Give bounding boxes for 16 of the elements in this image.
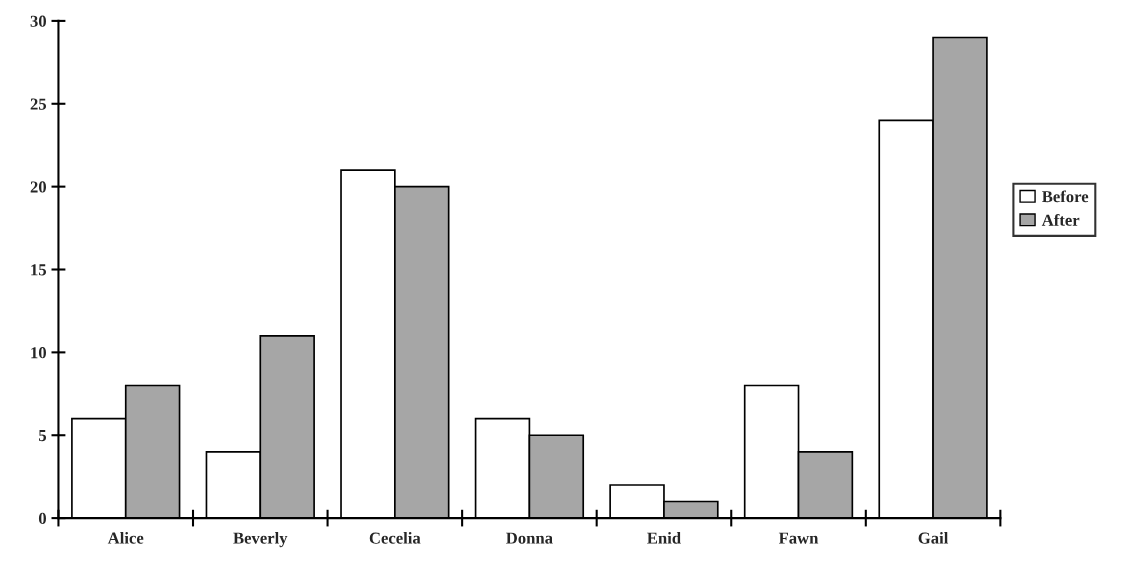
y-tick-label: 20 (30, 181, 47, 193)
x-tick-label: Gail (918, 531, 949, 544)
y-tick-label: 25 (30, 98, 47, 110)
x-tick-label: Alice (107, 531, 144, 544)
x-tick-label: Enid (647, 531, 681, 544)
y-tick-label: 5 (38, 430, 47, 442)
x-tick-label: Cecelia (369, 531, 421, 544)
legend-label: Before (1042, 190, 1089, 203)
x-tick-label: Beverly (233, 531, 288, 548)
y-tick-label: 0 (38, 512, 47, 525)
y-tick-label: 10 (31, 347, 47, 359)
y-tick-label: 30 (30, 15, 47, 27)
x-tick-label: Fawn (778, 532, 819, 544)
legend-label: After (1041, 213, 1080, 226)
y-tick-label: 15 (31, 264, 47, 276)
x-tick-label: Donna (506, 532, 553, 544)
